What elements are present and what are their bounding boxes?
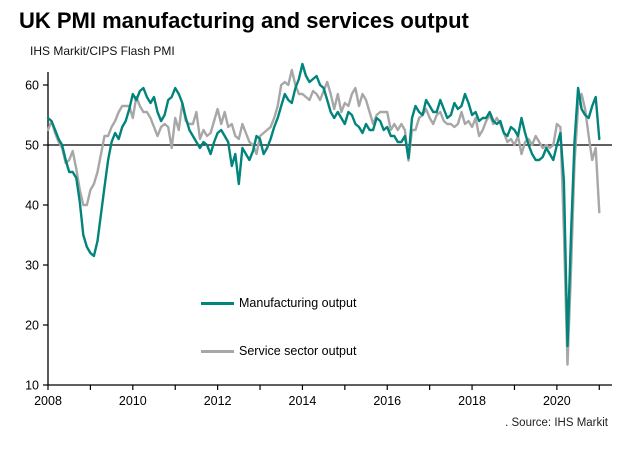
svg-text:2014: 2014 bbox=[289, 394, 317, 408]
svg-text:2010: 2010 bbox=[119, 394, 147, 408]
svg-text:40: 40 bbox=[25, 199, 39, 213]
chart-title: UK PMI manufacturing and services output bbox=[19, 8, 469, 33]
svg-text:2018: 2018 bbox=[458, 394, 486, 408]
svg-text:2016: 2016 bbox=[373, 394, 401, 408]
svg-text:2020: 2020 bbox=[543, 394, 571, 408]
manufacturing-line-swatch bbox=[201, 301, 234, 305]
svg-text:2012: 2012 bbox=[204, 394, 232, 408]
chart-subtitle: IHS Markit/CIPS Flash PMI bbox=[30, 44, 175, 58]
legend-row-manufacturing: Manufacturing output bbox=[201, 296, 356, 310]
manufacturing-legend-label: Manufacturing output bbox=[239, 296, 357, 310]
service-line-swatch bbox=[201, 349, 234, 353]
source-attribution: . Source: IHS Markit bbox=[505, 417, 608, 429]
svg-text:20: 20 bbox=[25, 319, 39, 333]
service-legend-label: Service sector output bbox=[239, 344, 357, 358]
legend-row-services: Service sector output bbox=[201, 344, 356, 358]
svg-text:60: 60 bbox=[25, 79, 39, 93]
svg-text:30: 30 bbox=[25, 259, 39, 273]
svg-text:50: 50 bbox=[25, 139, 39, 153]
svg-text:10: 10 bbox=[25, 379, 39, 393]
svg-text:2008: 2008 bbox=[34, 394, 62, 408]
